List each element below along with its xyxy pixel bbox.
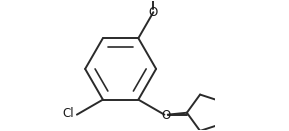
Text: O: O bbox=[149, 6, 158, 19]
Text: O: O bbox=[161, 109, 170, 122]
Text: Cl: Cl bbox=[62, 107, 74, 120]
